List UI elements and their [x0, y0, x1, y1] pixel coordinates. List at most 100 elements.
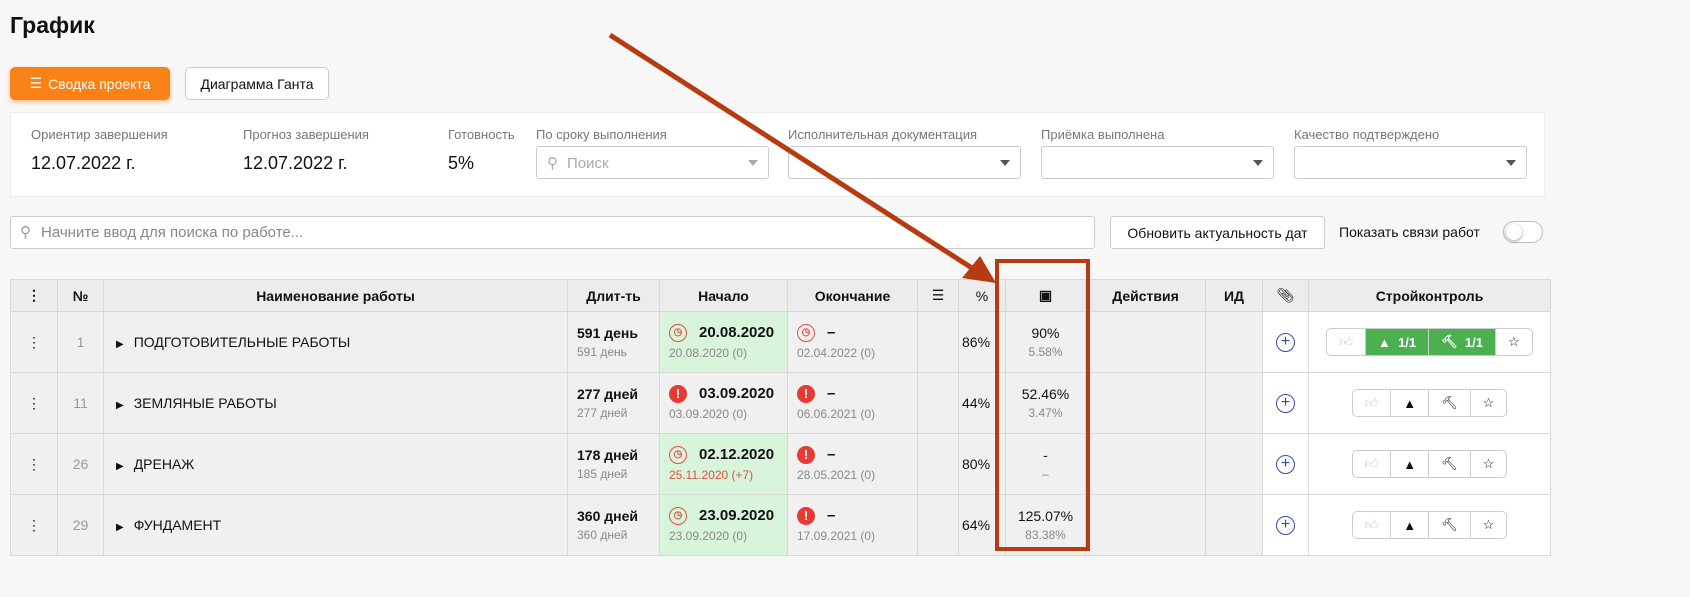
hammer-button[interactable]: 🔨︎ 1/1	[1429, 329, 1496, 355]
start-sub: 20.08.2020 (0)	[669, 346, 748, 361]
add-attachment-icon[interactable]: +	[1276, 515, 1295, 535]
row-menu-icon[interactable]: ⋮	[10, 372, 58, 434]
row-menu-icon[interactable]: ⋮	[10, 494, 58, 556]
money-sub: 5.58%	[1028, 345, 1063, 359]
header-start: Начало	[659, 279, 788, 312]
tab-label: Диаграмма Ганта	[200, 75, 314, 92]
clock-icon: ◷	[669, 324, 687, 343]
header-end: Окончание	[787, 279, 918, 312]
hammer-count: 1/1	[1464, 334, 1483, 350]
checklist-cell	[917, 494, 959, 556]
clock-icon: ◷	[669, 446, 687, 465]
table-row[interactable]: ⋮ 26 ▶ ДРЕНАЖ 178 дней 185 дней ◷ 02.12.202…	[10, 433, 1551, 495]
table-row[interactable]: ⋮ 1 ▶ ПОДГОТОВИТЕЛЬНЫЕ РАБОТЫ 591 день 591…	[10, 311, 1551, 373]
end-date: –	[827, 384, 836, 402]
hammer-button[interactable]: 🔨︎	[1429, 451, 1471, 477]
star-button[interactable]: ☆	[1482, 395, 1495, 410]
work-name[interactable]: ФУНДАМЕНТ	[133, 517, 222, 533]
start-date: 20.08.2020	[699, 323, 775, 341]
money-value: -	[1043, 447, 1048, 463]
tab-gantt[interactable]: Диаграмма Ганта	[185, 67, 329, 100]
target-value: 12.07.2022 г.	[31, 153, 136, 173]
thumbs-up-button[interactable]: 👍︎	[1353, 451, 1392, 477]
clock-icon: ◷	[669, 507, 687, 526]
work-name[interactable]: ПОДГОТОВИТЕЛЬНЫЕ РАБОТЫ	[133, 334, 351, 350]
acceptance-select[interactable]	[1041, 146, 1274, 179]
actions-cell	[1085, 433, 1206, 495]
row-menu-icon[interactable]: ⋮	[10, 311, 58, 373]
clock-icon: ◷	[797, 324, 815, 343]
hammer-button[interactable]: 🔨︎	[1429, 512, 1471, 538]
search-icon: ⚲	[547, 155, 558, 172]
control-buttons: 👍︎ ▲ 🔨︎ ☆	[1351, 450, 1508, 478]
header-duration: Длит-ть	[567, 279, 660, 312]
annotation-arrowhead	[962, 256, 996, 283]
id-cell	[1205, 311, 1263, 373]
control-buttons: 👍︎ ▲ 🔨︎ ☆	[1351, 389, 1508, 417]
warning-button[interactable]: ▲ 1/1	[1365, 329, 1430, 355]
warning-button[interactable]: ▲	[1391, 512, 1430, 538]
warning-button[interactable]: ▲	[1391, 451, 1430, 477]
thumbs-up-button[interactable]: 👍︎	[1353, 512, 1392, 538]
checklist-cell	[917, 372, 959, 434]
actions-cell	[1085, 311, 1206, 373]
star-button[interactable]: ☆	[1482, 517, 1495, 532]
thumbs-up-button[interactable]: 👍︎	[1327, 329, 1366, 355]
add-attachment-icon[interactable]: +	[1276, 393, 1295, 413]
add-attachment-icon[interactable]: +	[1276, 454, 1295, 474]
chevron-down-icon	[1506, 160, 1516, 166]
forecast-value: 12.07.2022 г.	[243, 153, 348, 173]
expand-icon[interactable]: ▶	[116, 522, 124, 533]
end-sub: 17.09.2021 (0)	[797, 529, 876, 544]
target-label: Ориентир завершения	[31, 127, 168, 142]
quality-label: Качество подтверждено	[1294, 127, 1440, 142]
money-value: 125.07%	[1017, 508, 1074, 524]
row-menu-icon[interactable]: ⋮	[10, 433, 58, 495]
actions-cell	[1085, 372, 1206, 434]
money-value: 90%	[1031, 325, 1060, 341]
start-date: 03.09.2020	[699, 384, 775, 402]
page-title: График	[10, 12, 95, 38]
start-sub: 03.09.2020 (0)	[669, 407, 748, 422]
star-button[interactable]: ☆	[1482, 456, 1495, 471]
control-buttons: 👍︎ ▲ 🔨︎ ☆	[1351, 511, 1508, 539]
show-links-toggle[interactable]	[1503, 221, 1543, 243]
start-sub: 25.11.2020 (+7)	[669, 468, 754, 483]
row-num: 29	[57, 494, 104, 556]
money-sub: –	[1042, 467, 1049, 481]
end-date: –	[827, 445, 836, 463]
expand-icon[interactable]: ▶	[116, 339, 124, 350]
control-buttons: 👍︎ ▲ 1/1 🔨︎ 1/1 ☆	[1326, 328, 1533, 356]
duration: 178 дней	[577, 447, 638, 463]
duration-sub: 591 день	[577, 345, 627, 359]
refresh-dates-button[interactable]: Обновить актуальность дат	[1110, 216, 1325, 249]
add-attachment-icon[interactable]: +	[1276, 332, 1295, 352]
hammer-button[interactable]: 🔨︎	[1429, 390, 1471, 416]
id-cell	[1205, 494, 1263, 556]
star-button[interactable]: ☆	[1507, 334, 1520, 349]
expand-icon[interactable]: ▶	[116, 461, 124, 472]
end-sub: 02.04.2022 (0)	[797, 346, 876, 361]
deadline-select[interactable]: ⚲ Поиск	[536, 146, 769, 179]
expand-icon[interactable]: ▶	[116, 400, 124, 411]
thumbs-up-button[interactable]: 👍︎	[1353, 390, 1392, 416]
paperclip-icon: 📎︎	[1262, 279, 1309, 312]
refresh-label: Обновить актуальность дат	[1127, 224, 1308, 241]
works-table: ⋮ № Наименование работы Длит-ть Начало О…	[10, 279, 1551, 556]
alert-icon: !	[797, 385, 815, 404]
quality-select[interactable]	[1294, 146, 1527, 179]
forecast-label: Прогноз завершения	[243, 127, 369, 142]
table-header: ⋮ № Наименование работы Длит-ть Начало О…	[10, 279, 1551, 312]
header-actions: Действия	[1085, 279, 1206, 312]
work-name[interactable]: ЗЕМЛЯНЫЕ РАБОТЫ	[133, 395, 277, 411]
chevron-down-icon	[748, 160, 758, 166]
annotation-arrow	[608, 32, 977, 273]
warning-button[interactable]: ▲	[1391, 390, 1430, 416]
column-menu-icon[interactable]: ⋮	[10, 279, 58, 312]
tab-project-summary[interactable]: ☰ Сводка проекта	[10, 67, 170, 100]
annotation-box	[995, 259, 1090, 551]
start-date: 02.12.2020	[699, 445, 775, 463]
work-name[interactable]: ДРЕНАЖ	[133, 456, 195, 472]
search-icon: ⚲	[20, 224, 31, 241]
